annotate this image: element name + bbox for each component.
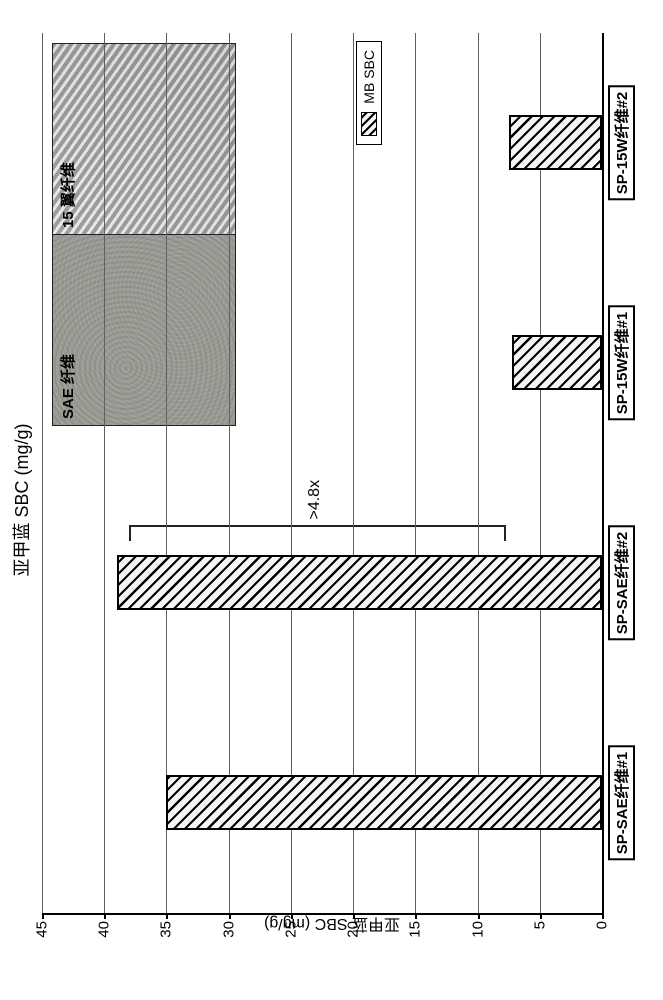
y-tick-mark xyxy=(229,913,231,919)
y-tick-label: 30 xyxy=(220,921,237,938)
y-tick-label: 5 xyxy=(531,921,548,929)
category-label: SP-SAE纤维#1 xyxy=(608,746,635,861)
inset-texture xyxy=(53,44,235,234)
page: 亚甲蓝 SBC (mg/g) 亚甲蓝 SBC (mg/g) >4.8x MB S… xyxy=(0,0,663,1000)
legend: MB SBC xyxy=(356,41,382,145)
y-tick-mark xyxy=(42,913,44,919)
bar xyxy=(117,556,602,611)
bar xyxy=(509,116,602,171)
inset-caption: 15 翼纤维 xyxy=(57,162,78,228)
y-tick-mark xyxy=(104,913,106,919)
y-tick-mark xyxy=(291,913,293,919)
annotation-label: >4.8x xyxy=(306,480,324,520)
category-label: SP-15W纤维#2 xyxy=(608,86,635,201)
y-tick-mark xyxy=(415,913,417,919)
legend-swatch xyxy=(361,112,377,136)
inset-caption: SAE 纤维 xyxy=(57,354,78,419)
chart-title: 亚甲蓝 SBC (mg/g) xyxy=(8,0,34,1000)
bar xyxy=(512,336,602,391)
y-tick-label: 20 xyxy=(345,921,362,938)
y-tick-label: 35 xyxy=(158,921,175,938)
y-tick-label: 40 xyxy=(96,921,113,938)
y-tick-mark xyxy=(353,913,355,919)
y-tick-mark xyxy=(478,913,480,919)
inset-images: SAE 纤维 15 翼纤维 xyxy=(52,43,236,426)
y-tick-label: 0 xyxy=(594,921,611,929)
category-label: SP-15W纤维#1 xyxy=(608,306,635,421)
inset-texture xyxy=(53,235,235,425)
inset-pane-sae: SAE 纤维 xyxy=(53,235,235,425)
y-tick-label: 45 xyxy=(34,921,51,938)
y-tick-mark xyxy=(166,913,168,919)
y-tick-label: 25 xyxy=(282,921,299,938)
plot-area: >4.8x MB SBC SAE 纤维 15 翼纤维 0510152025303… xyxy=(42,33,604,915)
chart-canvas: 亚甲蓝 SBC (mg/g) 亚甲蓝 SBC (mg/g) >4.8x MB S… xyxy=(0,0,663,1000)
legend-label: MB SBC xyxy=(361,50,377,104)
y-tick-label: 10 xyxy=(469,921,486,938)
y-tick-mark xyxy=(540,913,542,919)
y-tick-label: 15 xyxy=(407,921,424,938)
inset-pane-15w: 15 翼纤维 xyxy=(53,44,235,235)
category-label: SP-SAE纤维#2 xyxy=(608,526,635,641)
y-tick-mark xyxy=(602,913,604,919)
gridline xyxy=(104,33,105,913)
gridline xyxy=(42,33,43,913)
bar xyxy=(166,776,602,831)
annotation-bracket xyxy=(129,526,506,542)
